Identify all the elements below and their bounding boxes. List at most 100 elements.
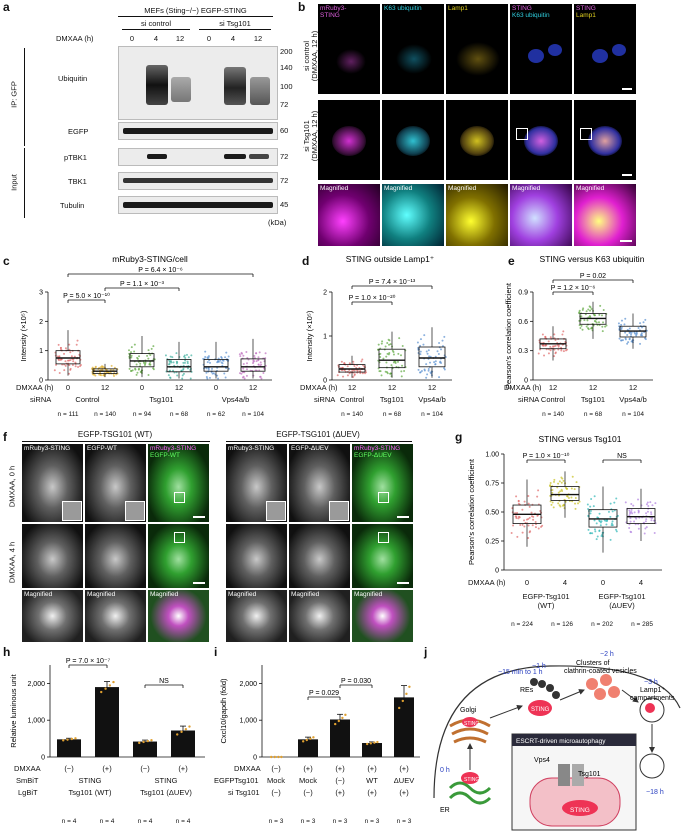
data-point (553, 355, 556, 358)
data-point (630, 508, 633, 511)
data-point (205, 375, 208, 378)
data-point (616, 514, 619, 517)
data-point (389, 343, 392, 346)
data-point (527, 502, 530, 505)
replicate-point (273, 755, 276, 759)
data-point (557, 502, 560, 505)
bar (330, 719, 350, 757)
data-point (396, 360, 399, 363)
replicate-point (401, 699, 404, 703)
data-point (528, 516, 531, 519)
data-point (615, 497, 618, 500)
data-point (521, 531, 524, 534)
replicate-point (408, 685, 411, 688)
data-point (561, 333, 564, 336)
g-n-0: n = 224 (511, 621, 533, 628)
data-point (611, 520, 614, 523)
data-point (64, 347, 67, 350)
data-point (530, 511, 533, 514)
f-row1-label: DMXAA, 0 h (7, 465, 17, 508)
data-point (68, 364, 71, 367)
data-point (604, 325, 607, 328)
data-point (143, 364, 146, 367)
c-group-vps4: Vps4a/b (221, 395, 250, 404)
f-magnified-label: Magnified (354, 591, 383, 598)
data-point (589, 309, 592, 312)
data-point (627, 341, 630, 344)
data-point (605, 324, 608, 327)
panel-j-schematic: −15 min to 1 h Golgi −1 h REs −2 h Clust… (433, 651, 681, 831)
data-point (566, 495, 569, 498)
data-point (419, 371, 422, 374)
data-point (635, 334, 638, 337)
bar (95, 687, 119, 757)
data-point (241, 371, 244, 374)
data-point (102, 366, 105, 369)
mw-140: 140 (280, 63, 293, 72)
f-image-r3-c4: Magnified (226, 590, 287, 642)
e-pvalue-1-label: P = 1.2 × 10⁻⁶ (551, 285, 596, 292)
data-point (144, 361, 147, 364)
lamp1-compartment-late-icon (639, 753, 665, 779)
data-point (624, 331, 627, 334)
data-point (599, 524, 602, 527)
data-point (245, 362, 248, 365)
replicate-point (277, 755, 280, 759)
data-point (241, 352, 244, 355)
i-egfp-4: ΔUEV (393, 776, 415, 785)
data-point (606, 519, 609, 522)
y-tick-label: 0 (253, 755, 257, 762)
data-point (245, 368, 248, 371)
y-tick-label: 0.25 (485, 539, 499, 546)
replicate-point (70, 737, 74, 741)
data-point (220, 355, 223, 358)
i-si-label: si Tsg101 (228, 788, 260, 797)
data-point (582, 307, 585, 310)
j-sting-er: STING (464, 777, 479, 783)
y-tick-label: 1,000 (27, 718, 45, 725)
c-group-control: Control (75, 395, 100, 404)
box (378, 348, 406, 369)
f-magnified-label: Magnified (291, 591, 320, 598)
data-point (260, 377, 263, 380)
e-pvalue-2-label: P = 0.02 (580, 273, 606, 280)
golgi-sting-icon (462, 717, 478, 727)
data-point (253, 355, 256, 358)
panel-letter-a: a (3, 0, 10, 14)
data-point (419, 338, 422, 341)
data-point (521, 508, 524, 511)
b-r3-merge-k63-mag: Magnified (510, 184, 572, 246)
data-point (425, 376, 428, 379)
data-point (645, 518, 648, 521)
data-point (180, 369, 183, 372)
mw-72: 72 (280, 100, 289, 109)
j-t1: −15 min to 1 h (498, 669, 543, 676)
data-point (617, 322, 620, 325)
e-dmxaa-2: 12 (628, 383, 638, 392)
replicate-point (270, 755, 273, 759)
data-point (644, 337, 647, 340)
e-sirna-label: siRNA (518, 395, 540, 404)
i-egfp-0: Mock (267, 776, 285, 785)
data-point (566, 348, 569, 351)
f-image-r2-c3 (148, 524, 209, 588)
data-point (342, 375, 345, 378)
data-point (560, 349, 563, 352)
data-point (589, 306, 592, 309)
data-point (557, 345, 560, 348)
j-tsg101: Tsg101 (578, 771, 601, 778)
data-point (225, 351, 228, 354)
j-golgi: Golgi (460, 707, 477, 714)
data-point (586, 503, 589, 506)
replicate-point (337, 719, 340, 723)
data-point (257, 363, 260, 366)
data-point (534, 521, 537, 524)
data-point (422, 343, 425, 346)
data-point (440, 348, 443, 351)
blot-row-tbk1: TBK1 (68, 177, 87, 186)
blot-dmxaa-label: DMXAA (h) (56, 34, 94, 43)
panels-hi-svg: 0 1,000 2,000 Relative luminous unit P = 7.0… (9, 658, 420, 762)
f-image-r3-c2: Magnified (85, 590, 146, 642)
data-point (243, 371, 246, 374)
data-point (645, 526, 648, 529)
